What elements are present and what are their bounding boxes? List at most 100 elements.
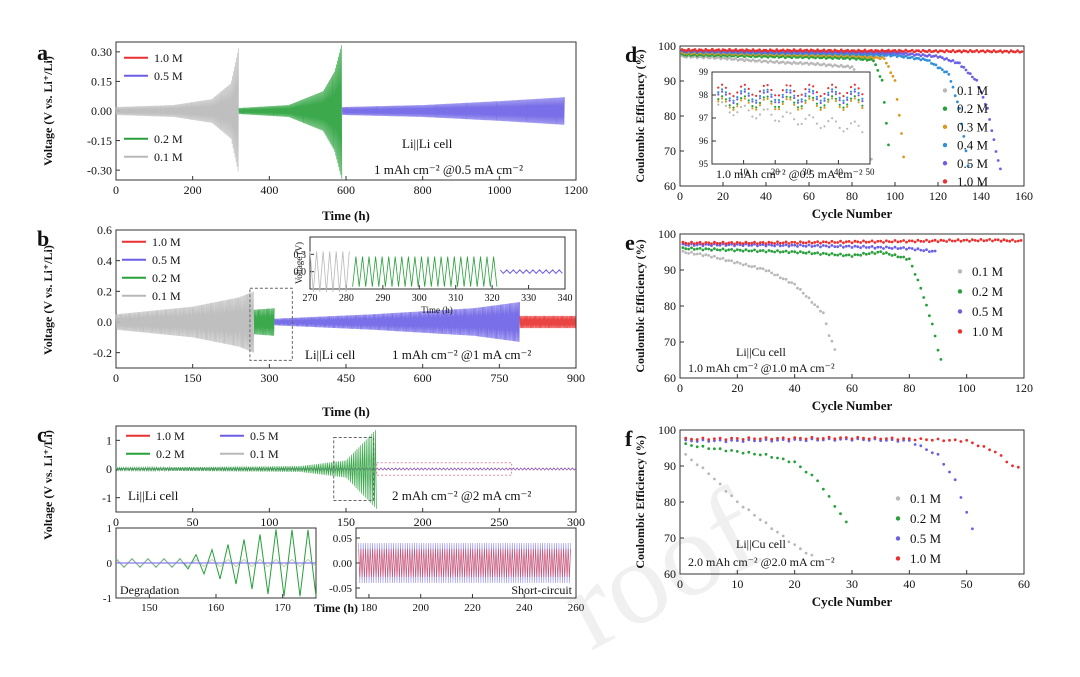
x-tick-label: 270 [303,293,318,304]
data-point [793,436,797,440]
data-point [805,48,809,52]
inset-data-point [724,98,728,101]
data-point [776,273,779,277]
data-point [902,53,905,56]
data-point [824,64,828,68]
data-point [781,534,785,538]
data-point [680,48,684,51]
data-point [707,447,711,450]
inset-data-point [755,94,758,97]
inset-data-point [815,102,819,105]
data-point [863,54,867,58]
inset-data-point [785,91,788,94]
data-point [933,249,937,253]
data-point [764,521,768,525]
data-point [741,48,744,52]
data-point [689,49,693,53]
data-point [777,56,781,59]
data-point [762,48,766,52]
data-point [732,58,736,61]
inset-data-point [823,104,826,107]
data-point [695,438,699,441]
data-point [859,49,862,53]
inset-data-point [842,106,845,109]
inset-data-point [751,93,754,96]
data-point [792,54,796,58]
data-point [873,241,877,244]
inset-data-point [800,107,803,110]
data-point [910,52,914,55]
data-point [1018,50,1022,54]
data-point [959,239,963,243]
cell-annotation: Li||Li cell [305,347,356,362]
data-point [938,49,942,53]
data-point [801,244,805,248]
data-point [928,48,931,52]
data-point [819,241,822,245]
data-point [790,243,794,247]
data-point [893,253,897,257]
inset-data-point [819,108,822,111]
data-point [882,54,886,57]
inset-data-point [853,90,856,93]
data-point [874,55,877,59]
data-point [708,56,712,60]
data-point [930,249,934,253]
data-point [833,241,837,244]
inset-data-point [766,95,769,98]
data-point [936,452,940,456]
data-point [781,277,785,281]
y-tick-label: 80 [664,109,676,123]
inset-data-point [789,112,792,115]
legend-label: 1.0 M [972,324,1004,339]
data-point [870,245,874,248]
voltage-trace-02M [238,45,343,179]
data-point [760,55,764,59]
data-point [807,50,811,53]
data-point [900,55,903,58]
inset-data-point [861,104,864,107]
inset-data-point [736,105,739,108]
legend-marker [895,556,901,561]
data-point [687,242,690,246]
x-tick-label: 10 [739,167,749,177]
data-point [930,451,934,455]
data-point [816,479,819,483]
y-tick-label: 0.15 [91,75,112,89]
data-point [853,253,857,256]
inset-data-point [861,131,864,134]
y-tick-label: 0.0 [97,315,112,329]
inset-data-point [831,95,834,98]
data-point [902,50,905,53]
inset-data-point [827,87,830,90]
data-point [923,54,927,57]
data-point [693,54,697,58]
data-point [930,50,933,54]
data-point [814,49,817,53]
data-point [854,58,858,61]
data-point [818,49,822,53]
data-point [910,247,914,250]
data-point [816,240,819,244]
data-point [816,243,819,247]
inset-data-point [774,105,777,108]
data-point [876,239,880,243]
data-point [971,75,974,79]
data-point [768,48,772,52]
x-tick-label: 0 [113,183,119,197]
data-point [749,59,753,63]
data-point [835,49,839,53]
data-point [839,48,843,52]
condition-annotation: 1 mAh cm⁻² @1 mA cm⁻² [392,347,531,362]
data-point [796,245,799,248]
data-point [956,49,959,53]
data-point [882,252,885,256]
data-point [856,435,860,439]
data-point [973,77,976,81]
data-point [890,436,894,440]
data-point [771,49,774,53]
x-tick-label: 1200 [564,183,588,197]
y-tick-label: 0.00 [91,104,112,118]
data-point [958,49,961,53]
inset-data-point [732,114,735,117]
